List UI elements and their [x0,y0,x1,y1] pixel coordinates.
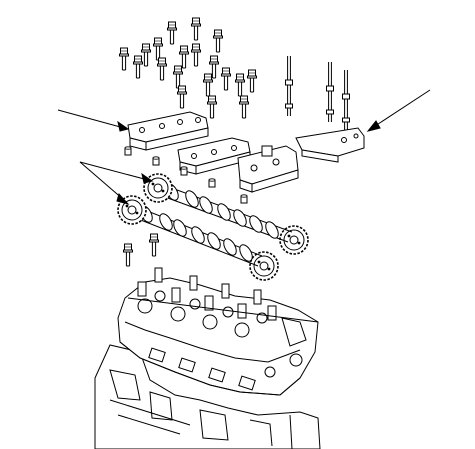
camshaft-holder-bolt [167,21,177,45]
dowel-pin [180,166,188,176]
camshaft-holder-bolt [133,55,143,79]
leader-line [79,161,130,205]
dowel-pin [240,194,248,204]
camshaft-holder-bolt [119,47,129,71]
camshaft-holder-bolt [213,29,223,53]
dowel-pin [124,146,132,156]
dowel-pin [152,156,160,166]
camshaft-holder-bolt [153,37,163,61]
intake-camshaft [127,204,263,267]
camshaft-holder [177,137,251,175]
leader-line [79,161,154,184]
camshaft-holder-bolt [179,45,189,69]
camshaft-holder-bolt [207,95,217,119]
cam-sprocket [249,251,279,281]
leader-line [57,109,130,132]
leader-line [366,89,431,132]
camshaft-holder-bolt [191,17,201,41]
stud-bolt [326,61,334,123]
camshaft-holder-bolt [235,73,245,97]
camshaft-holder-bolt [157,57,167,81]
head-bolt [123,243,133,267]
cylinder-head [117,267,319,396]
cam-sprocket [279,225,309,255]
stud-bolt [285,55,293,117]
camshaft-holder [127,111,209,151]
stud-bolt [342,69,350,131]
bracket [295,127,365,163]
camshaft-holder-bolt [203,73,213,97]
camshaft-holder [237,145,299,193]
camshaft-holder-bolt [173,65,183,89]
camshaft-holder-bolt [177,85,187,109]
dowel-pin [208,178,216,188]
camshaft-holder-bolt [191,43,201,67]
camshaft-holder-bolt [239,95,249,119]
camshaft-holder-bolt [247,69,257,93]
head-bolt [149,233,159,257]
camshaft-holder-bolt [221,67,231,91]
